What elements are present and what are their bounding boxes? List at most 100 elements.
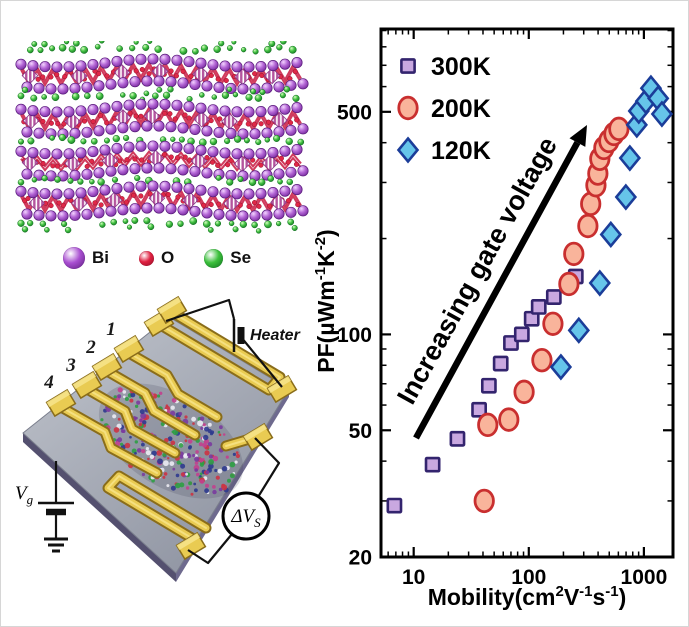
o-atom (251, 200, 258, 206)
se-atom (111, 176, 119, 183)
flake-atom (202, 442, 208, 448)
flake-atom (172, 467, 176, 471)
octahedron (221, 113, 238, 130)
bi-atom (195, 184, 207, 196)
bi-atom (165, 163, 177, 175)
o-atom (138, 113, 144, 119)
bi-atom (39, 148, 51, 160)
se-atom (147, 41, 153, 44)
flake-atom (170, 485, 176, 491)
se-atom (80, 138, 87, 145)
flake-atom (229, 461, 236, 468)
o-atom (245, 121, 251, 127)
se-atom (126, 224, 133, 230)
octahedron (114, 109, 132, 126)
bi-atom (285, 166, 297, 178)
data-point (498, 407, 520, 432)
o-atom (133, 68, 139, 74)
o-atom (55, 121, 61, 127)
x-tick-label: 1000 (621, 566, 668, 589)
o-atom (97, 113, 104, 119)
o-atom (124, 157, 130, 163)
bi-atom (291, 57, 303, 69)
x-tick-label: 10 (402, 566, 425, 589)
bi-atom (219, 187, 231, 199)
atom-legend-item-se: Se (204, 248, 251, 268)
bi-atom (291, 102, 303, 114)
se-atom (244, 137, 250, 144)
bi-atom (153, 202, 165, 214)
crystal-structure-panel (15, 41, 309, 234)
bi-atom (33, 82, 45, 94)
octahedron (28, 194, 46, 212)
se-atom (254, 94, 263, 102)
se-atom (226, 178, 234, 186)
bi-atom (117, 204, 129, 216)
se-atom (64, 226, 72, 234)
se-atom (239, 220, 247, 229)
se-atom (189, 217, 198, 225)
bi-atom (45, 83, 57, 95)
data-point (542, 311, 564, 336)
se-atom (207, 227, 214, 233)
flake-atom (185, 486, 190, 490)
bi-atom (147, 140, 159, 152)
bi-atom (267, 147, 279, 159)
bi-atom (183, 143, 195, 155)
flake-atom (204, 450, 210, 456)
se-atom (268, 41, 276, 48)
bi-atom (63, 61, 75, 73)
bi-atom (51, 61, 63, 73)
flake-atom (208, 463, 214, 469)
se-atom (297, 138, 305, 146)
flake-atom (124, 442, 131, 449)
se-atom (37, 47, 44, 54)
bi-atom (99, 184, 111, 196)
bi-atom (195, 102, 207, 114)
bi-atom (231, 106, 243, 118)
se-atom (49, 135, 55, 141)
flake-atom (209, 432, 214, 436)
data-point (424, 456, 441, 473)
bi-atom (123, 181, 135, 193)
bi-atom (189, 165, 201, 177)
o-atom (54, 163, 60, 169)
flake-atom (134, 404, 139, 408)
bi-atom (39, 106, 51, 118)
se-atom (31, 41, 38, 47)
y-axis-title: PF(µWm-1K-2) (312, 229, 339, 372)
bi-atom (87, 104, 99, 116)
flake-atom (192, 422, 195, 425)
flake-atom (208, 454, 213, 459)
bi-atom (291, 144, 303, 156)
se-atom (234, 135, 242, 143)
bi-atom (135, 98, 147, 110)
o-atom (201, 202, 207, 208)
se-atom (63, 41, 70, 45)
octahedron (143, 107, 161, 125)
flake-atom (170, 405, 175, 410)
bi-atom (105, 78, 117, 90)
flake-atom (202, 458, 205, 461)
o-atom (186, 115, 192, 121)
bi-atom (165, 121, 177, 133)
se-atom (98, 41, 105, 44)
data-point (650, 100, 674, 128)
flake-atom (145, 447, 149, 451)
flake-atom (117, 417, 121, 421)
flake-atom (229, 473, 235, 479)
o-atom (173, 73, 179, 79)
flake-atom (235, 453, 240, 459)
o-atom (237, 120, 243, 126)
bi-atom (255, 105, 267, 118)
o-atom (132, 156, 138, 162)
flake-atom (166, 484, 170, 488)
bi-atom (123, 54, 135, 66)
data-point (549, 353, 573, 381)
bi-atom (279, 145, 291, 157)
data-point (618, 144, 642, 172)
flake-atom (208, 459, 215, 465)
flake-atom (199, 479, 205, 484)
se-atom (264, 220, 272, 229)
bi-atom (183, 56, 195, 68)
